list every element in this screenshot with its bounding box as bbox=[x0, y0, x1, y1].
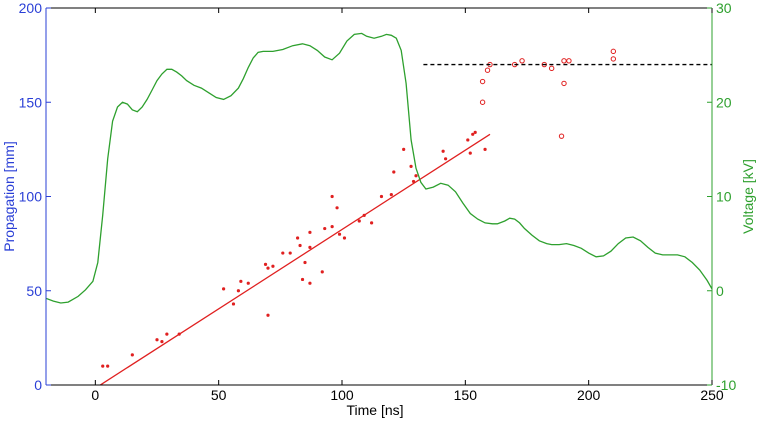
y-right-tick-label: -10 bbox=[716, 377, 736, 393]
data-point-dot bbox=[303, 260, 307, 265]
data-point-dot bbox=[330, 194, 334, 199]
data-point-circle bbox=[610, 48, 617, 55]
data-point-dot bbox=[389, 193, 393, 197]
data-point-circle bbox=[541, 61, 547, 68]
data-point-dot bbox=[483, 147, 487, 151]
data-point-dot bbox=[335, 206, 339, 210]
y-left-tick-label: 200 bbox=[19, 0, 43, 16]
data-point-dot bbox=[337, 232, 342, 236]
data-point-circle bbox=[519, 58, 525, 64]
y-left-tick-label: 0 bbox=[34, 377, 42, 393]
data-point-dot bbox=[308, 281, 312, 285]
data-point-circle bbox=[479, 78, 486, 85]
x-tick-label: 200 bbox=[577, 387, 601, 403]
data-point-dot bbox=[308, 230, 312, 234]
data-point-circle bbox=[561, 58, 567, 64]
linear-fit-line bbox=[99, 133, 491, 385]
data-point-dot bbox=[288, 251, 292, 255]
data-point-dot bbox=[342, 236, 347, 240]
y-right-tick-label: 20 bbox=[716, 94, 732, 110]
data-point-dot bbox=[468, 151, 472, 155]
data-point-dot bbox=[266, 313, 270, 317]
y-axis-left-title: Propagation [mm] bbox=[1, 141, 17, 252]
data-point-dot bbox=[441, 149, 445, 153]
voltage-series-line bbox=[46, 32, 712, 304]
axes: 0 50 100 150 200 250 0 50 100 150 200 -10 0 10 20 30 bbox=[19, 0, 737, 403]
data-point-dot bbox=[323, 226, 327, 231]
data-point-dot bbox=[160, 340, 164, 344]
data-point-dot bbox=[409, 164, 413, 168]
data-point-dot bbox=[392, 170, 396, 174]
data-point-circle bbox=[479, 99, 486, 105]
data-point-dot bbox=[320, 270, 324, 274]
data-point-dot bbox=[370, 221, 374, 225]
y-left-tick-label: 50 bbox=[26, 283, 42, 299]
data-point-dot bbox=[231, 302, 236, 306]
plot-frame bbox=[45, 7, 713, 386]
x-tick-label: 250 bbox=[700, 387, 724, 403]
data-point-dot bbox=[308, 245, 312, 249]
data-point-dot bbox=[266, 266, 270, 270]
data-point-dot bbox=[402, 147, 406, 151]
data-point-circle bbox=[484, 67, 491, 73]
data-point-dot bbox=[165, 332, 169, 336]
data-point-dot bbox=[296, 236, 300, 240]
y-right-tick-label: 30 bbox=[716, 0, 732, 16]
x-tick-label: 0 bbox=[91, 387, 99, 403]
data-point-dot bbox=[330, 225, 334, 229]
x-tick-label: 100 bbox=[330, 387, 354, 403]
data-point-dot bbox=[281, 251, 285, 255]
plot-data bbox=[46, 32, 712, 385]
y-right-tick-label: 10 bbox=[716, 189, 732, 205]
data-point-dot bbox=[466, 138, 470, 142]
data-point-circle bbox=[610, 56, 617, 62]
y-left-tick-label: 100 bbox=[19, 189, 43, 205]
data-point-dot bbox=[300, 277, 305, 282]
data-point-circle bbox=[561, 80, 567, 87]
data-point-dot bbox=[357, 219, 361, 223]
y-right-tick-label: 0 bbox=[716, 283, 724, 299]
data-point-circle bbox=[566, 58, 572, 64]
data-point-dot bbox=[471, 132, 475, 136]
data-point-dot bbox=[379, 194, 384, 199]
y-left-tick-label: 150 bbox=[19, 94, 43, 110]
data-point-dot bbox=[222, 287, 226, 291]
data-point-dot bbox=[106, 364, 110, 368]
y-axis-right-title: Voltage [kV] bbox=[740, 159, 756, 234]
data-point-dot bbox=[414, 174, 418, 178]
data-point-dot bbox=[239, 279, 243, 283]
data-point-circle bbox=[548, 65, 555, 72]
x-tick-label: 150 bbox=[454, 387, 478, 403]
data-point-dot bbox=[155, 338, 159, 342]
data-point-dot bbox=[473, 130, 477, 135]
data-point-dot bbox=[101, 364, 105, 368]
data-point-circle bbox=[558, 133, 565, 139]
data-point-dot bbox=[444, 157, 448, 161]
x-axis-title: Time [ns] bbox=[346, 402, 403, 418]
x-tick-label: 50 bbox=[211, 387, 227, 403]
data-point-dot bbox=[236, 289, 240, 293]
data-point-dot bbox=[263, 262, 268, 266]
data-point-dot bbox=[271, 264, 275, 268]
data-point-dot bbox=[130, 353, 134, 357]
data-point-dot bbox=[246, 281, 250, 285]
data-point-dot bbox=[298, 243, 302, 248]
